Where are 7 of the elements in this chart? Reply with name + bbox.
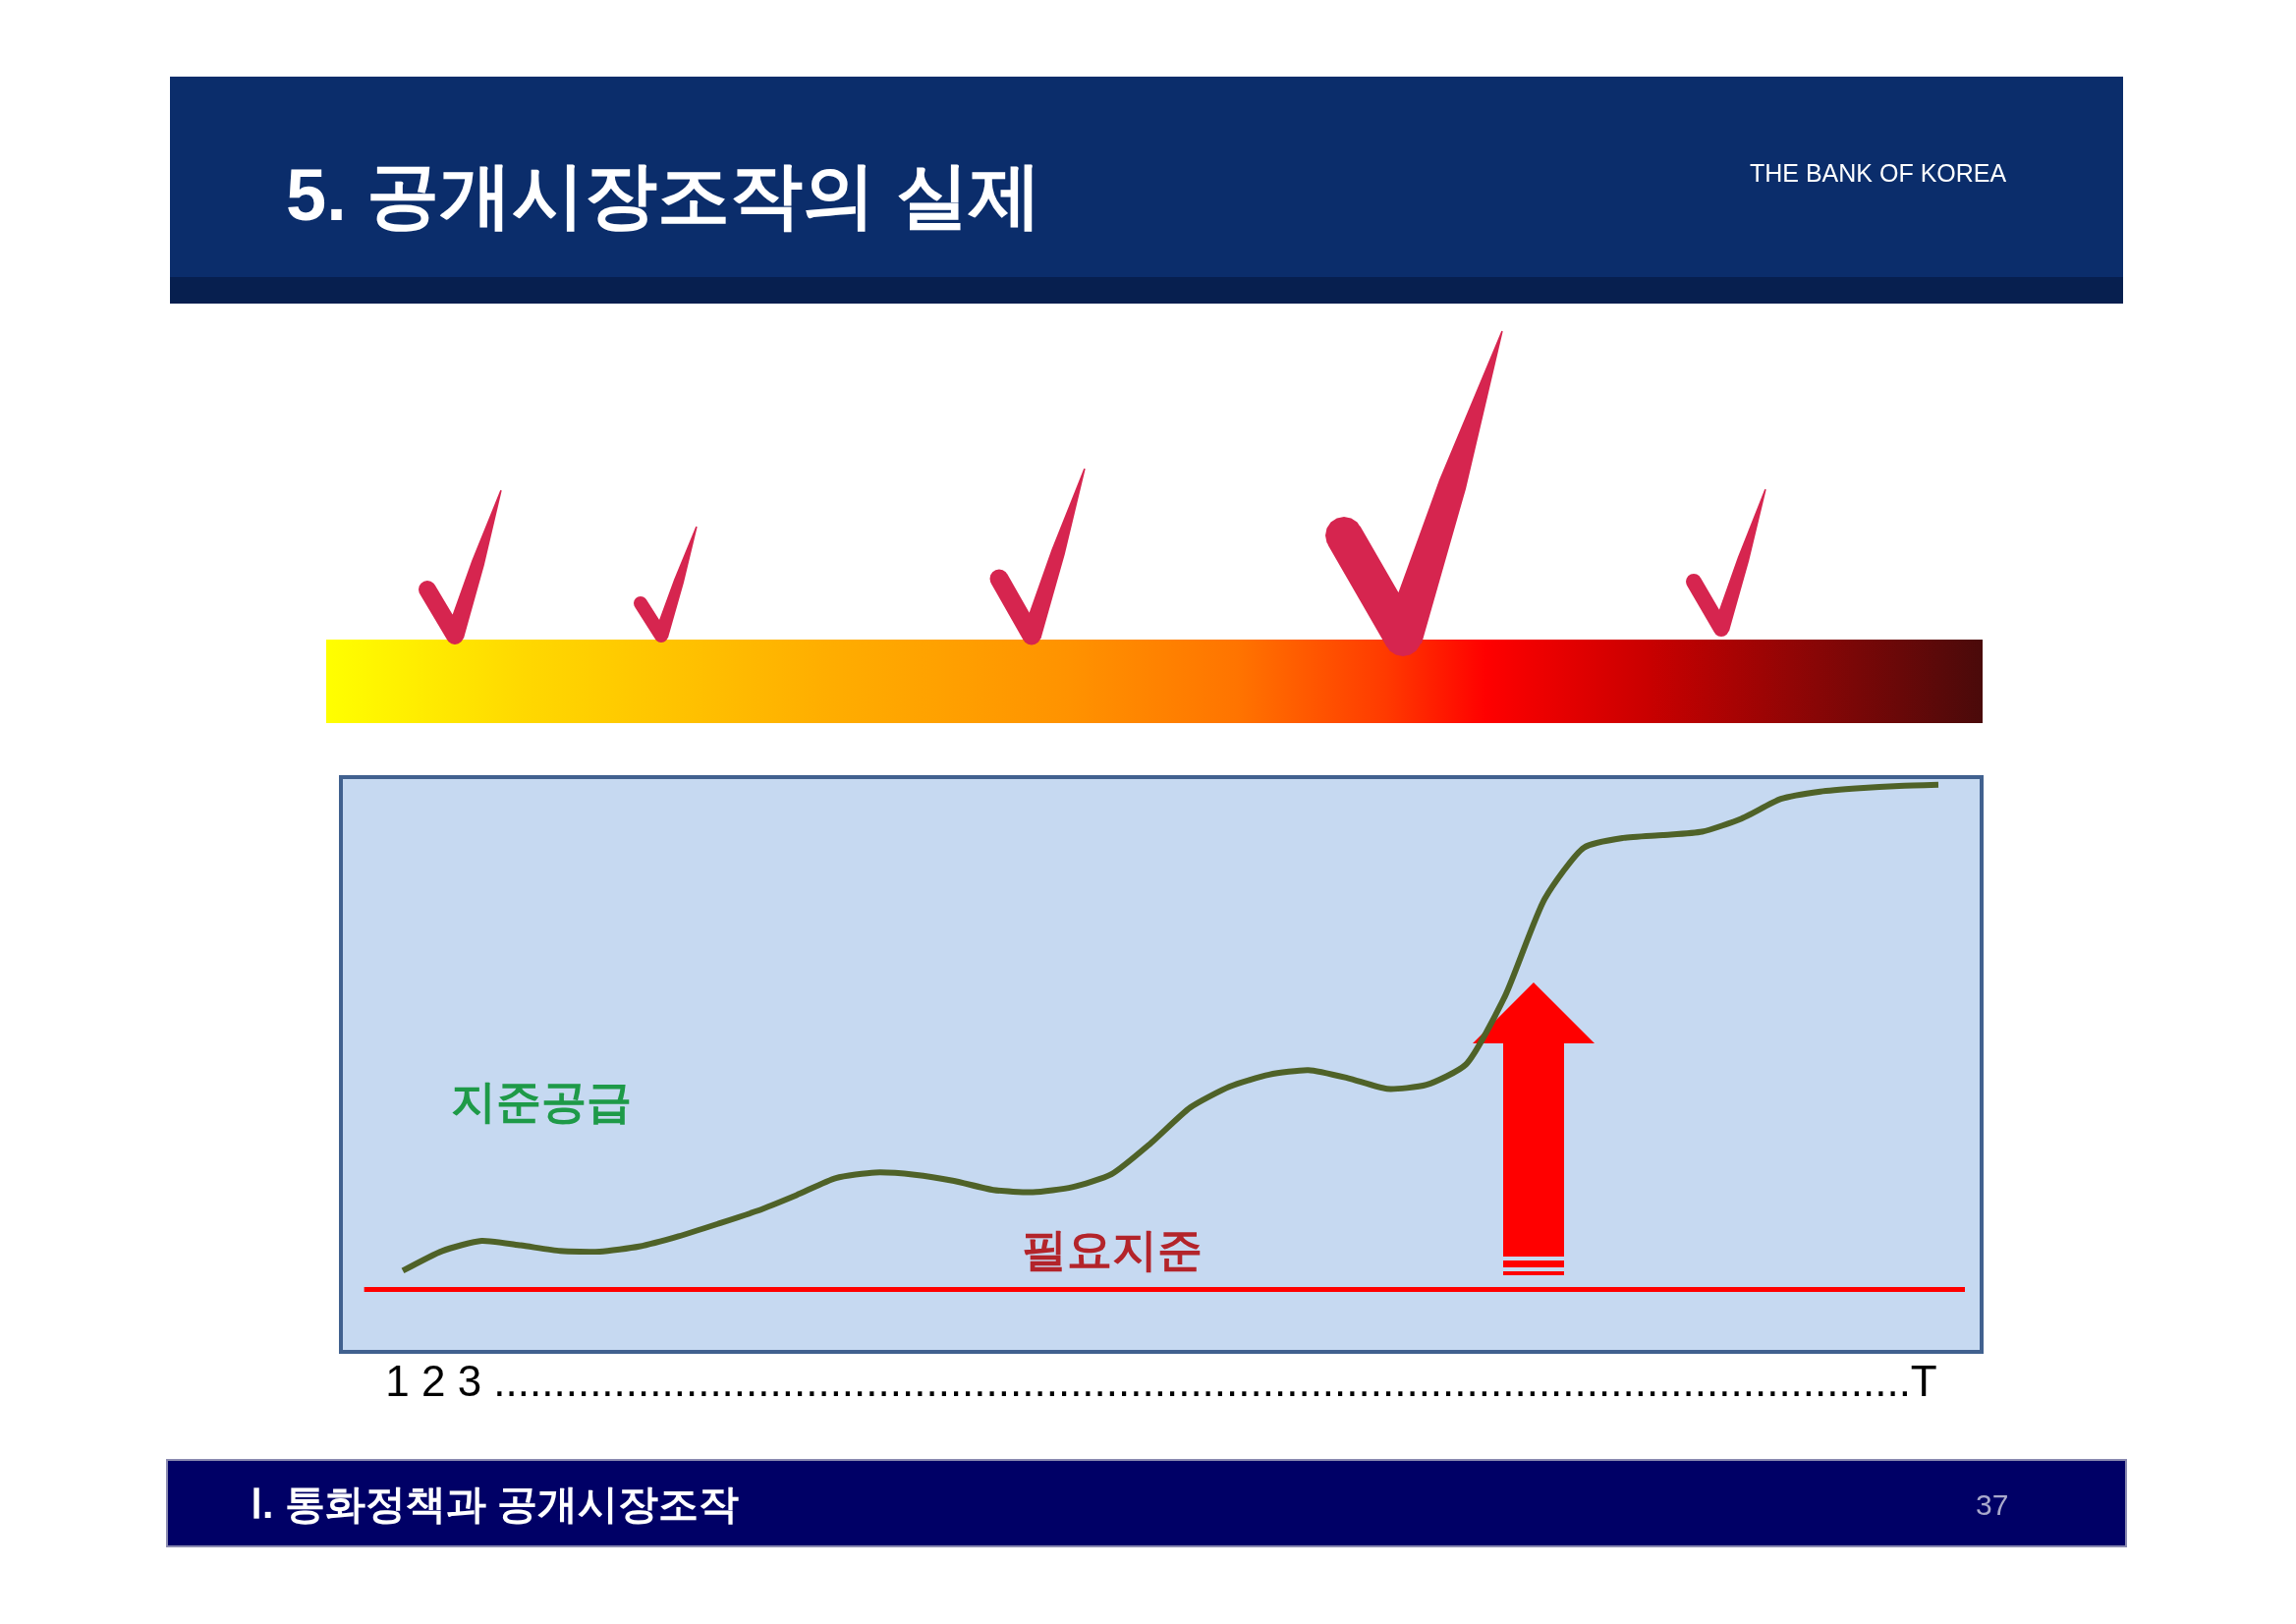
text: 지준공급: [451, 1076, 632, 1127]
ref-line-label: 필요지준: [1022, 1224, 1203, 1275]
text: 37: [1976, 1488, 2009, 1521]
text: Ⅰ. 통화정책과 공개시장조작: [251, 1482, 740, 1527]
text: THE BANK OF KOREA: [1750, 159, 2007, 187]
chart-title: 5. 공개시장조작의 실제: [286, 153, 1041, 236]
x-axis-title: 1 2 3 ......................................................................................................................T: [385, 1356, 1937, 1405]
